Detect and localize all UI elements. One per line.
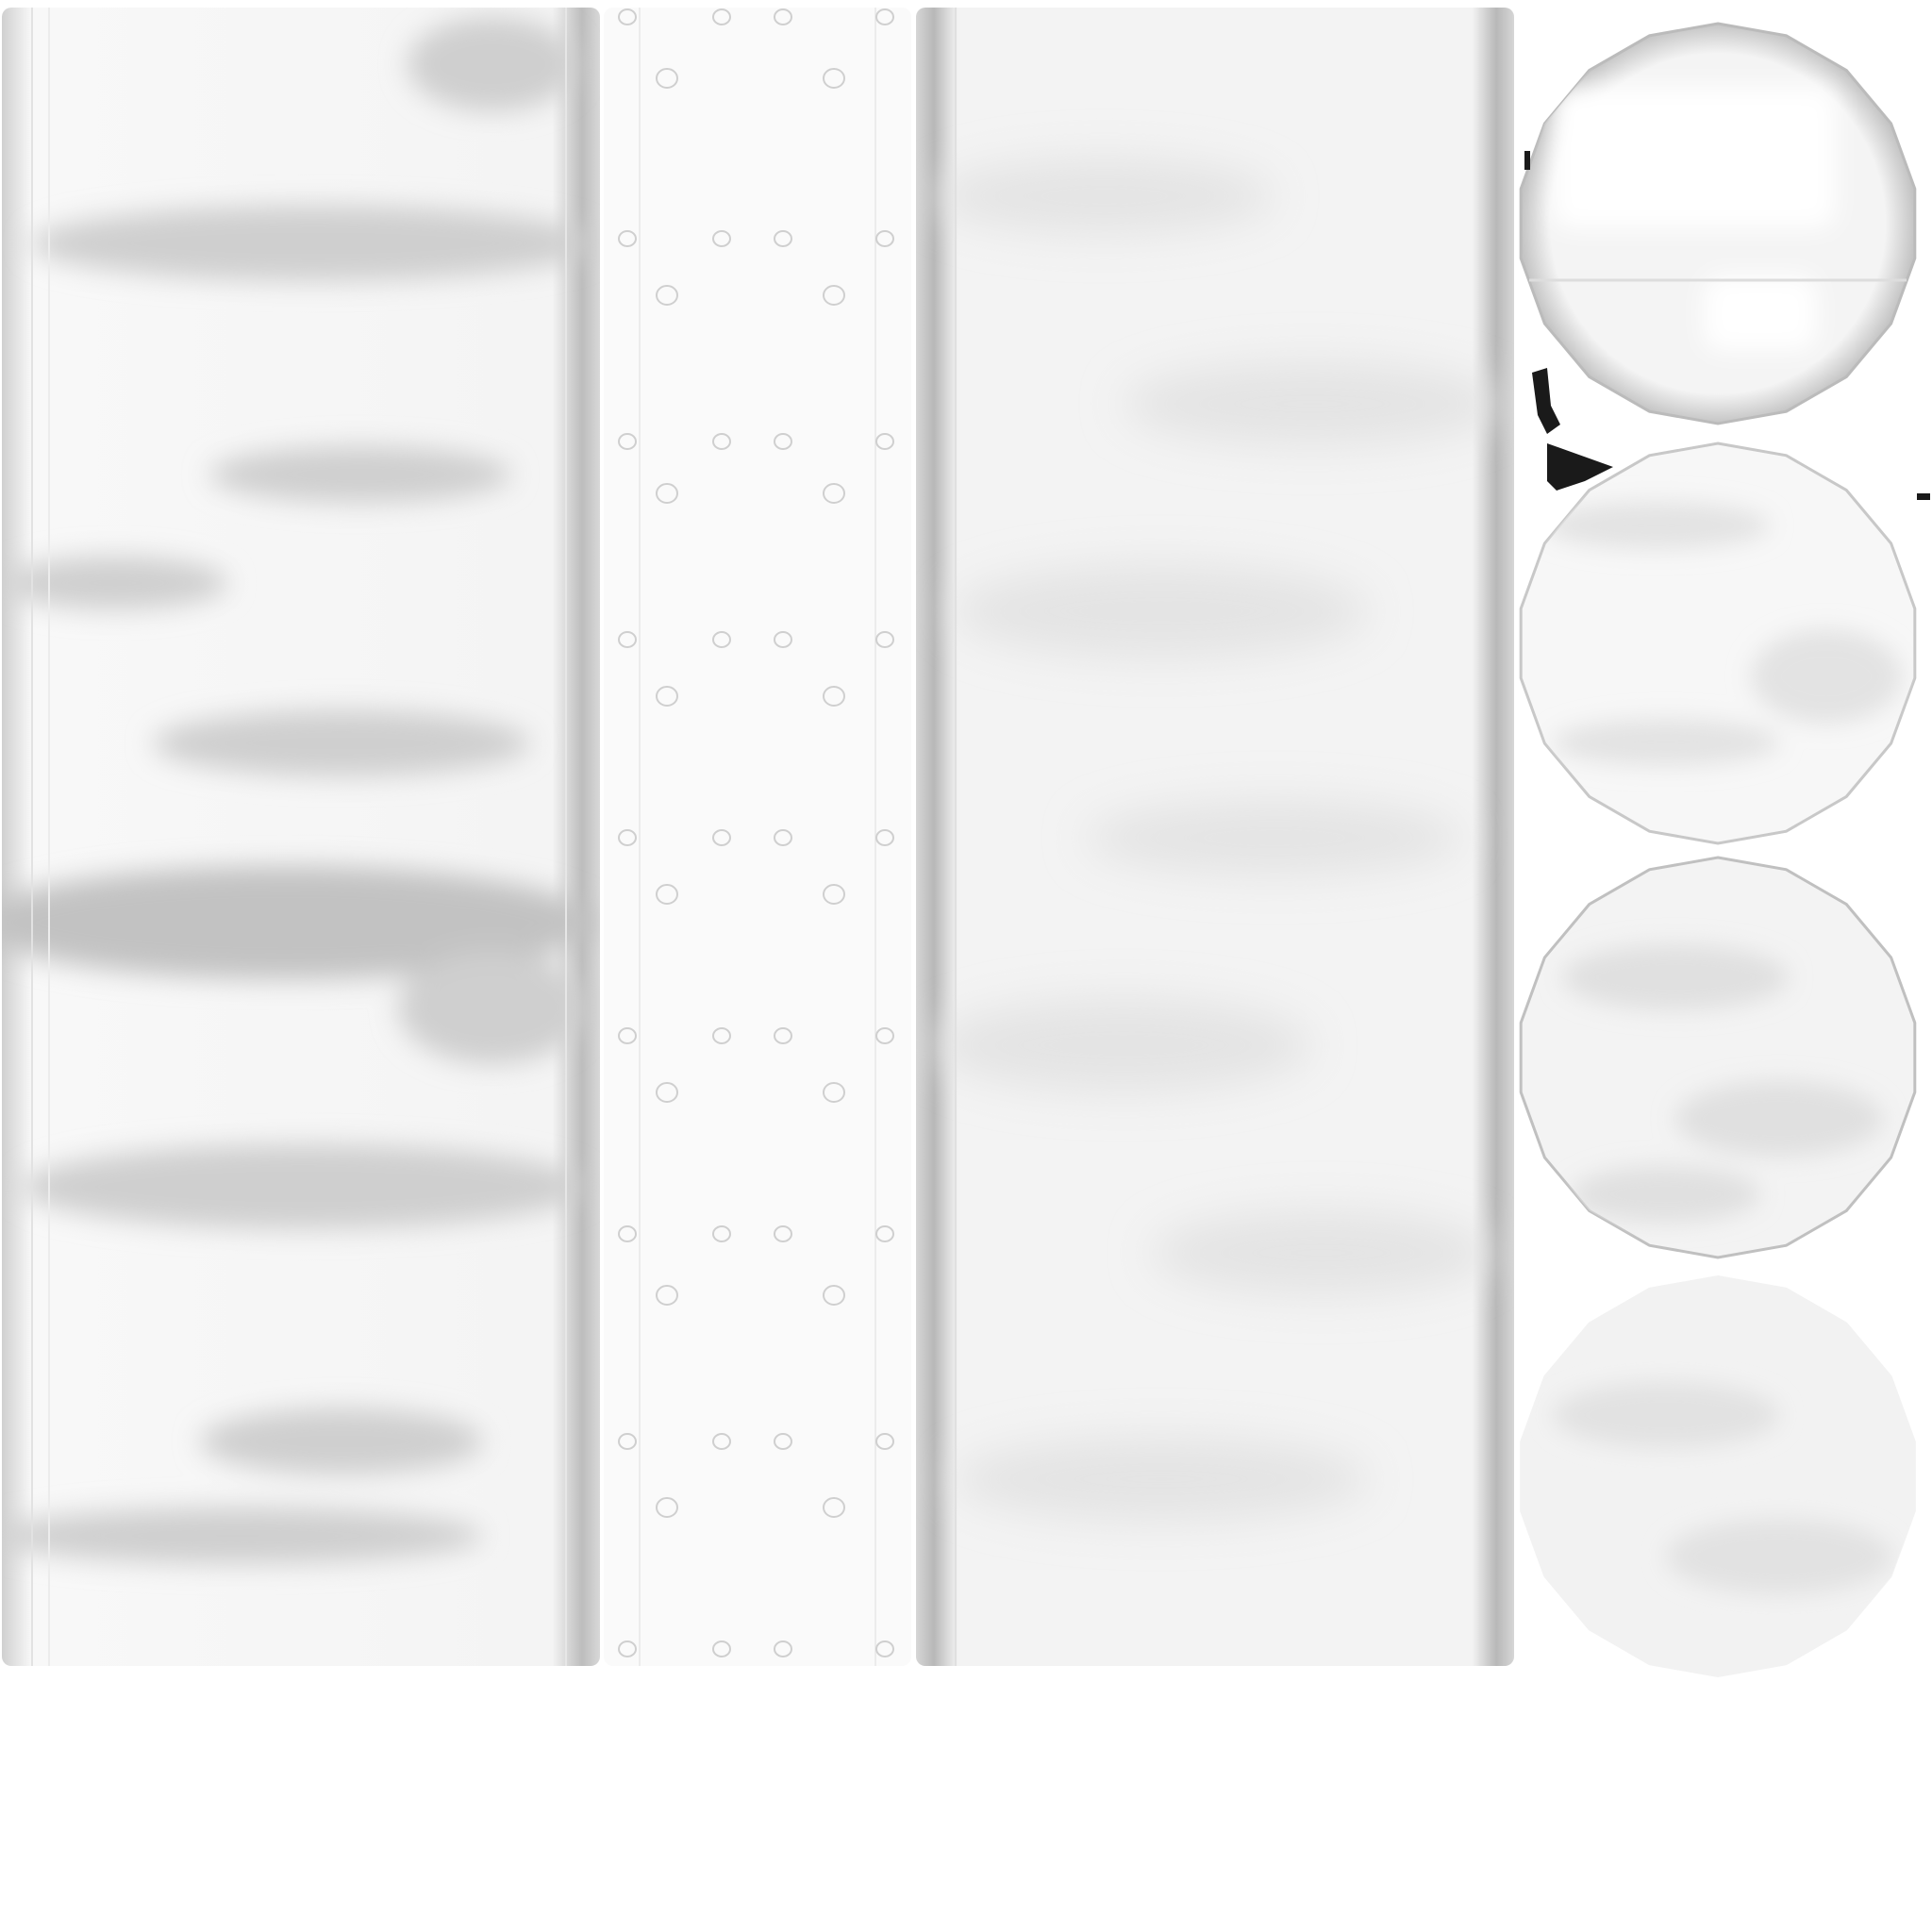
rivet-dot — [618, 1027, 637, 1044]
rivet-dot — [875, 631, 894, 648]
rivet-dot — [774, 829, 792, 846]
rivet-dot — [712, 1225, 731, 1242]
cloudy-panel-texture — [916, 8, 1514, 1666]
rivet-dot — [618, 1641, 637, 1657]
rivet-dot — [875, 1027, 894, 1044]
rivet-dot — [656, 285, 678, 306]
rivet-dot — [712, 230, 731, 247]
disc-top — [1515, 21, 1921, 426]
disc-third — [1515, 855, 1921, 1260]
riveted-panel — [604, 8, 911, 1666]
rivet-dot — [774, 1641, 792, 1657]
rivet-dot — [712, 1433, 731, 1450]
rivet-dot — [823, 68, 845, 89]
rivet-dot — [712, 829, 731, 846]
rivet-dot — [618, 1225, 637, 1242]
disc-bottom — [1515, 1274, 1921, 1679]
streaked-panel — [2, 8, 600, 1666]
riveted-panel-texture — [618, 8, 894, 1666]
rivet-dot — [656, 686, 678, 707]
dark-artifact-small — [1917, 493, 1930, 500]
rivet-dot — [875, 8, 894, 25]
rivet-dot — [823, 285, 845, 306]
rivet-dot — [712, 1027, 731, 1044]
rivet-dot — [875, 1641, 894, 1657]
rivet-dot — [774, 1225, 792, 1242]
rivet-dot — [712, 631, 731, 648]
dark-artifact — [1524, 151, 1613, 491]
disc-second — [1515, 441, 1921, 846]
rivet-dot — [618, 433, 637, 450]
rivet-dot — [875, 230, 894, 247]
rivet-dot — [618, 1433, 637, 1450]
disc-bottom-texture — [1520, 1274, 1916, 1678]
rivet-dot — [823, 1285, 845, 1306]
rivet-dot — [774, 230, 792, 247]
rivet-dot — [875, 433, 894, 450]
rivet-dot — [875, 1225, 894, 1242]
streaked-panel-texture — [2, 8, 600, 1666]
disc-top-texture — [1519, 22, 1917, 425]
rivet-dot — [823, 483, 845, 504]
rivet-dot — [774, 1027, 792, 1044]
disc-second-texture — [1519, 441, 1917, 845]
rivet-dot — [875, 1433, 894, 1450]
rivet-dot — [712, 433, 731, 450]
rivet-dot — [656, 1082, 678, 1103]
rivet-dot — [774, 631, 792, 648]
rivet-dot — [823, 884, 845, 905]
rivet-dot — [618, 829, 637, 846]
rivet-dot — [656, 1497, 678, 1518]
rivet-dot — [656, 884, 678, 905]
rivet-dot — [656, 1285, 678, 1306]
rivet-dot — [712, 1641, 731, 1657]
disc-third-texture — [1519, 856, 1917, 1259]
rivet-dot — [656, 68, 678, 89]
rivet-dot — [823, 1497, 845, 1518]
rivet-dot — [618, 230, 637, 247]
rivet-dot — [618, 8, 637, 25]
rivet-dot — [823, 1082, 845, 1103]
rivet-dot — [875, 829, 894, 846]
rivet-dot — [618, 631, 637, 648]
rivet-dot — [774, 1433, 792, 1450]
cloudy-panel — [916, 8, 1514, 1666]
rivet-dot — [823, 686, 845, 707]
rivet-dot — [774, 433, 792, 450]
rivet-dot — [656, 483, 678, 504]
rivet-dot — [774, 8, 792, 25]
rivet-dot — [712, 8, 731, 25]
